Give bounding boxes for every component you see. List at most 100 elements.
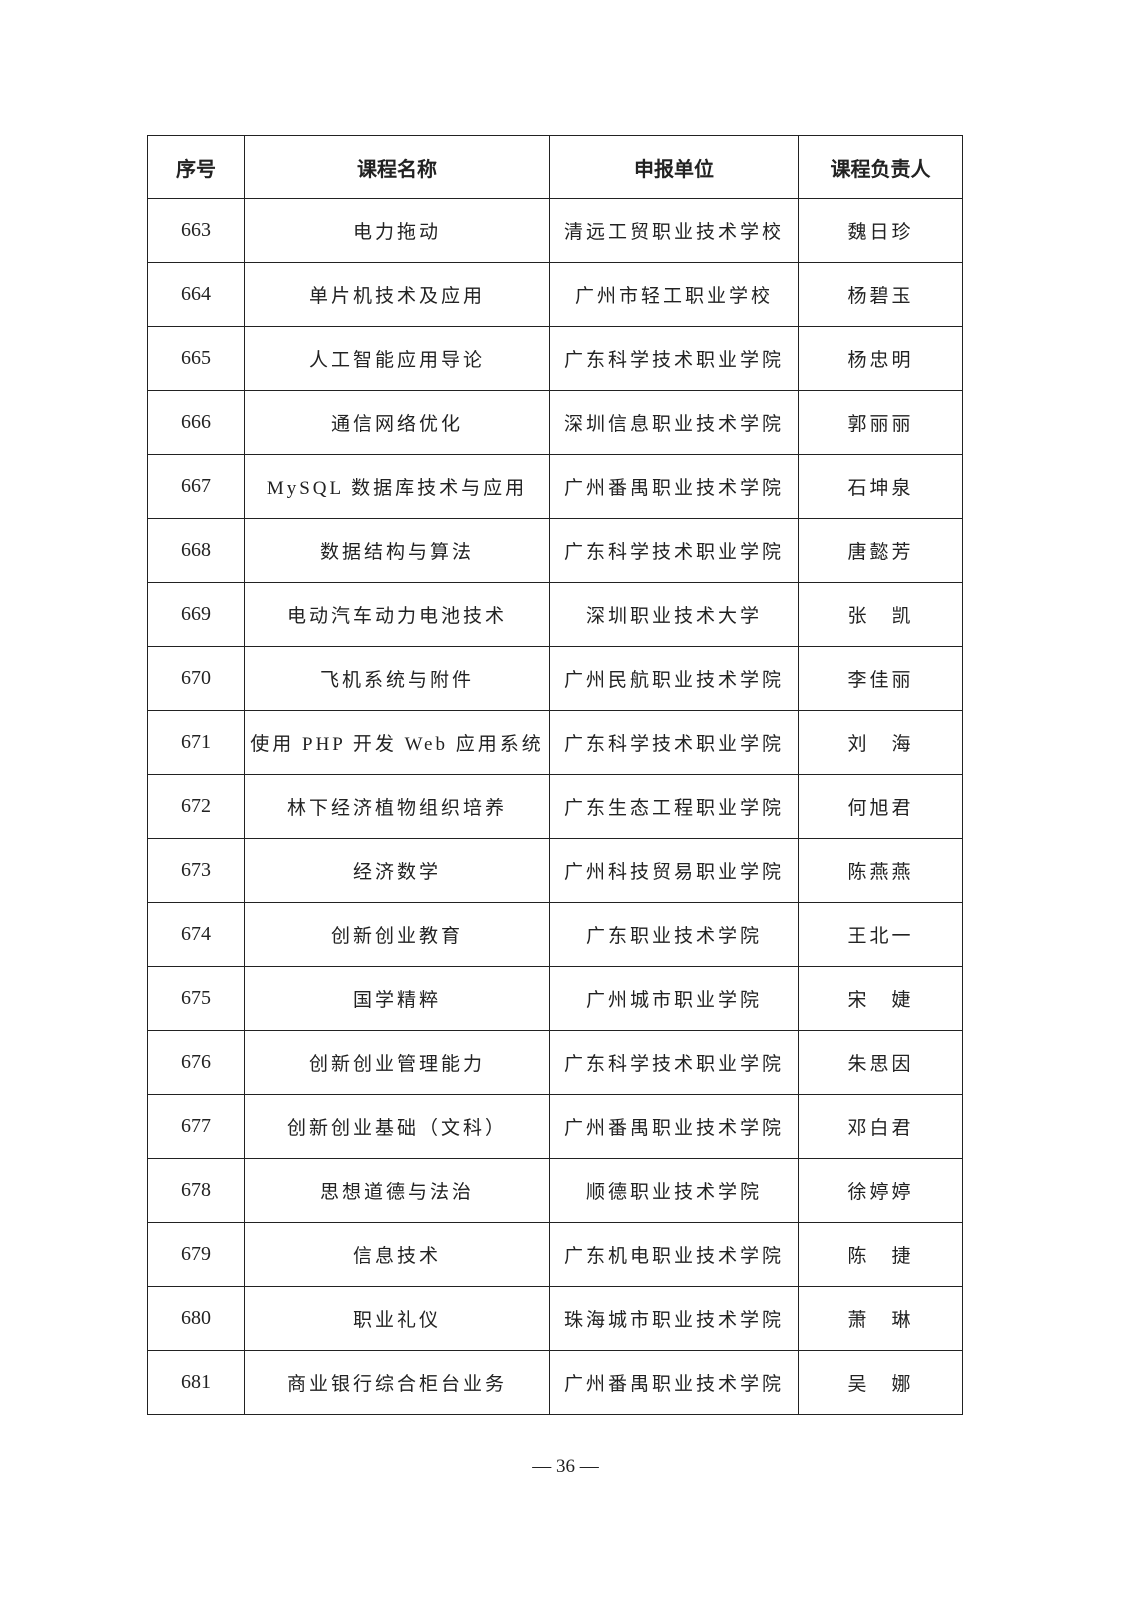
header-index: 序号 xyxy=(147,135,245,199)
cell-course-lead: 魏日珍 xyxy=(798,198,963,263)
table-row: 676 创新创业管理能力 广东科学技术职业学院 朱思因 xyxy=(147,1030,963,1095)
cell-course-name: 通信网络优化 xyxy=(244,390,550,455)
cell-index: 669 xyxy=(147,582,245,647)
table-row: 679 信息技术 广东机电职业技术学院陈 捷 xyxy=(147,1222,963,1287)
cell-applicant-unit: 广东科学技术职业学院 xyxy=(549,518,799,583)
cell-course-lead: 邓白君 xyxy=(798,1094,963,1159)
cell-index: 668 xyxy=(147,518,245,583)
table-body: 663 电力拖动 清远工贸职业技术学校 魏日珍 664 单片机技术及应用 广州市轻工职业学校… xyxy=(147,198,963,1415)
cell-applicant-unit: 广东机电职业技术学院 xyxy=(549,1222,799,1287)
cell-course-name: 林下经济植物组织培养 xyxy=(244,774,550,839)
cell-course-lead: 陈燕燕 xyxy=(798,838,963,903)
table-row: 666 通信网络优化 深圳信息职业技术学院 郭丽丽 xyxy=(147,390,963,455)
cell-course-lead: 张 凯 xyxy=(798,582,963,647)
cell-course-lead: 郭丽丽 xyxy=(798,390,963,455)
cell-index: 672 xyxy=(147,774,245,839)
cell-course-lead: 李佳丽 xyxy=(798,646,963,711)
cell-index: 681 xyxy=(147,1350,245,1415)
cell-course-name: 创新创业管理能力 xyxy=(244,1030,550,1095)
cell-index: 670 xyxy=(147,646,245,711)
table-row: 668 数据结构与算法 广东科学技术职业学院 唐懿芳 xyxy=(147,518,963,583)
table-row: 673 经济数学 广州科技贸易职业学院 陈燕燕 xyxy=(147,838,963,903)
cell-index: 678 xyxy=(147,1158,245,1223)
cell-course-lead: 杨碧玉 xyxy=(798,262,963,327)
table-row: 678 思想道德与法治 顺德职业技术学院 徐婷婷 xyxy=(147,1158,963,1223)
table-row: 667 MySQL 数据库技术与应用 广州番禺职业技术学院 石坤泉 xyxy=(147,454,963,519)
cell-applicant-unit: 广州番禺职业技术学院 xyxy=(549,1094,799,1159)
cell-index: 666 xyxy=(147,390,245,455)
cell-course-lead: 王北一 xyxy=(798,902,963,967)
cell-course-lead: 唐懿芳 xyxy=(798,518,963,583)
cell-index: 676 xyxy=(147,1030,245,1095)
cell-course-name: 数据结构与算法 xyxy=(244,518,550,583)
cell-course-lead: 萧 琳 xyxy=(798,1286,963,1351)
cell-course-name: 信息技术 xyxy=(244,1222,550,1287)
cell-index: 677 xyxy=(147,1094,245,1159)
cell-course-name: 创新创业教育 xyxy=(244,902,550,967)
cell-applicant-unit: 广州番禺职业技术学院 xyxy=(549,454,799,519)
cell-course-name: 飞机系统与附件 xyxy=(244,646,550,711)
cell-course-name: 职业礼仪 xyxy=(244,1286,550,1351)
cell-index: 673 xyxy=(147,838,245,903)
table-row: 677 创新创业基础（文科） 广州番禺职业技术学院 邓白君 xyxy=(147,1094,963,1159)
cell-applicant-unit: 广州市轻工职业学校 xyxy=(549,262,799,327)
cell-applicant-unit: 珠海城市职业技术学院 xyxy=(549,1286,799,1351)
cell-course-name: 经济数学 xyxy=(244,838,550,903)
cell-index: 680 xyxy=(147,1286,245,1351)
cell-course-lead: 徐婷婷 xyxy=(798,1158,963,1223)
header-course-lead: 课程负责人 xyxy=(798,135,963,199)
cell-course-name: 国学精粹 xyxy=(244,966,550,1031)
page-number: — 36 — xyxy=(532,1456,599,1477)
table-header-row: 序号 课程名称 申报单位 课程负责人 xyxy=(147,135,963,199)
cell-applicant-unit: 顺德职业技术学院 xyxy=(549,1158,799,1223)
cell-course-name: 单片机技术及应用 xyxy=(244,262,550,327)
cell-index: 667 xyxy=(147,454,245,519)
cell-course-name: 电力拖动 xyxy=(244,198,550,263)
cell-course-name: MySQL 数据库技术与应用 xyxy=(244,454,550,519)
cell-course-name: 创新创业基础（文科） xyxy=(244,1094,550,1159)
header-applicant-unit: 申报单位 xyxy=(549,135,799,199)
cell-course-lead: 朱思因 xyxy=(798,1030,963,1095)
cell-course-name: 电动汽车动力电池技术 xyxy=(244,582,550,647)
cell-applicant-unit: 广州城市职业学院 xyxy=(549,966,799,1031)
table-row: 681 商业银行综合柜台业务 广州番禺职业技术学院吴 娜 xyxy=(147,1350,963,1415)
cell-index: 675 xyxy=(147,966,245,1031)
cell-applicant-unit: 广东科学技术职业学院 xyxy=(549,1030,799,1095)
cell-course-lead: 吴 娜 xyxy=(798,1350,963,1415)
cell-applicant-unit: 深圳职业技术大学 xyxy=(549,582,799,647)
table-row: 664 单片机技术及应用 广州市轻工职业学校 杨碧玉 xyxy=(147,262,963,327)
cell-index: 674 xyxy=(147,902,245,967)
cell-course-name: 商业银行综合柜台业务 xyxy=(244,1350,550,1415)
cell-applicant-unit: 广州民航职业技术学院 xyxy=(549,646,799,711)
cell-applicant-unit: 清远工贸职业技术学校 xyxy=(549,198,799,263)
cell-index: 663 xyxy=(147,198,245,263)
course-table: 序号 课程名称 申报单位 课程负责人 663 电力拖动 清远工贸职业技术学校 魏日珍 6… xyxy=(147,135,963,1415)
table-row: 663 电力拖动 清远工贸职业技术学校 魏日珍 xyxy=(147,198,963,263)
cell-course-lead: 陈 捷 xyxy=(798,1222,963,1287)
table-row: 672 林下经济植物组织培养 广东生态工程职业学院 何旭君 xyxy=(147,774,963,839)
cell-applicant-unit: 广东科学技术职业学院 xyxy=(549,710,799,775)
header-course-name: 课程名称 xyxy=(244,135,550,199)
table-row: 675 国学精粹 广州城市职业学院宋 婕 xyxy=(147,966,963,1031)
cell-applicant-unit: 广州科技贸易职业学院 xyxy=(549,838,799,903)
table-row: 665 人工智能应用导论 广东科学技术职业学院 杨忠明 xyxy=(147,326,963,391)
cell-course-lead: 何旭君 xyxy=(798,774,963,839)
cell-course-lead: 杨忠明 xyxy=(798,326,963,391)
table-row: 674 创新创业教育 广东职业技术学院 王北一 xyxy=(147,902,963,967)
cell-applicant-unit: 广东职业技术学院 xyxy=(549,902,799,967)
cell-course-lead: 石坤泉 xyxy=(798,454,963,519)
cell-index: 665 xyxy=(147,326,245,391)
cell-applicant-unit: 广州番禺职业技术学院 xyxy=(549,1350,799,1415)
cell-index: 679 xyxy=(147,1222,245,1287)
cell-course-lead: 刘 海 xyxy=(798,710,963,775)
table-row: 669 电动汽车动力电池技术 深圳职业技术大学张 凯 xyxy=(147,582,963,647)
cell-course-lead: 宋 婕 xyxy=(798,966,963,1031)
cell-index: 664 xyxy=(147,262,245,327)
table-row: 680 职业礼仪 珠海城市职业技术学院萧 琳 xyxy=(147,1286,963,1351)
cell-course-name: 思想道德与法治 xyxy=(244,1158,550,1223)
table-row: 671 使用 PHP 开发 Web 应用系统 广东科学技术职业学院刘 海 xyxy=(147,710,963,775)
cell-course-name: 使用 PHP 开发 Web 应用系统 xyxy=(244,710,550,775)
cell-applicant-unit: 深圳信息职业技术学院 xyxy=(549,390,799,455)
cell-course-name: 人工智能应用导论 xyxy=(244,326,550,391)
cell-index: 671 xyxy=(147,710,245,775)
